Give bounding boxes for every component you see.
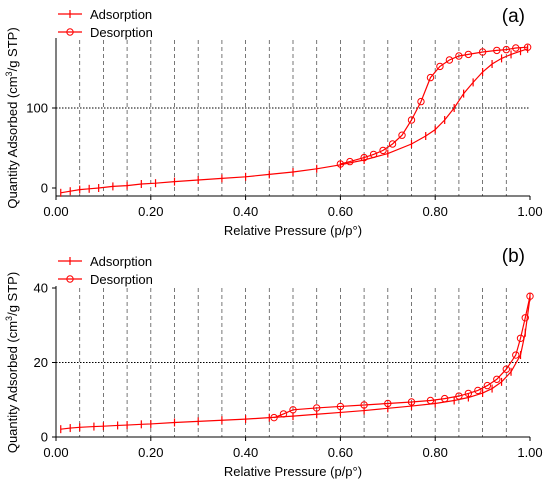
data-point <box>516 334 525 342</box>
data-point <box>379 146 387 155</box>
data-point <box>521 314 529 322</box>
data-point <box>464 50 473 59</box>
data-point <box>526 292 534 300</box>
legend-entry: Adsorption <box>58 254 152 269</box>
x-axis-label: Relative Pressure (p/p°) <box>224 464 362 479</box>
data-point <box>512 351 520 359</box>
series-line <box>60 48 528 194</box>
data-point <box>440 394 449 403</box>
data-point <box>270 413 278 422</box>
data-point <box>483 381 492 390</box>
x-tick-label: 0.20 <box>138 445 163 460</box>
legend-entry: Adsorption <box>58 7 152 22</box>
y-axis-label-superscript: 3 <box>4 316 14 321</box>
data-point <box>407 116 416 124</box>
data-point <box>474 386 482 395</box>
x-axis-label: Relative Pressure (p/p°) <box>224 223 362 238</box>
x-tick-label: 0.60 <box>328 204 353 219</box>
data-point <box>478 48 487 56</box>
data-point <box>493 375 501 383</box>
data-point <box>464 389 473 398</box>
y-axis-label-part: /g STP) <box>5 272 20 316</box>
data-point <box>417 97 425 106</box>
x-tick-label: 1.00 <box>517 204 542 219</box>
series-adsorption <box>60 293 531 434</box>
data-point <box>336 160 345 168</box>
series-line <box>273 296 531 419</box>
data-point <box>523 43 532 51</box>
data-point <box>426 73 435 82</box>
data-point <box>512 44 520 52</box>
data-point <box>502 365 510 373</box>
data-point <box>289 406 297 414</box>
legend-entry: Desorption <box>58 25 153 40</box>
data-point <box>279 410 288 418</box>
x-tick-label: 0.40 <box>233 445 258 460</box>
data-point <box>426 396 435 405</box>
panel-a: 0.00 0.20 0.40 0.60 0.80 1.00 0 100 Relative Pre… <box>4 6 543 238</box>
legend-marker <box>66 275 74 283</box>
y-axis-label-superscript: 3 <box>4 71 14 76</box>
data-point <box>384 399 392 408</box>
data-point <box>346 157 354 166</box>
data-point <box>445 56 454 64</box>
series-adsorption <box>60 44 529 197</box>
y-tick-label: 0 <box>41 430 48 445</box>
legend-label: Desorption <box>90 272 153 287</box>
data-point <box>313 404 321 412</box>
y-axis-label-part: Quantity Adsorbed (cm <box>5 76 20 208</box>
legend-label: Adsorption <box>90 7 152 22</box>
x-tick-label: 0.60 <box>328 445 353 460</box>
x-tick-label: 0.40 <box>233 204 258 219</box>
data-point <box>436 62 444 71</box>
y-axis-label-part: /g STP) <box>5 27 20 71</box>
y-tick-label: 0 <box>41 181 48 196</box>
y-tick-label: 40 <box>34 281 48 296</box>
panel-label: (a) <box>502 6 525 27</box>
data-point <box>455 392 463 400</box>
series-line <box>60 297 531 430</box>
data-point <box>493 46 501 55</box>
y-tick-label: 20 <box>34 355 48 370</box>
data-point <box>360 153 368 162</box>
series-desorption <box>270 292 534 422</box>
legend-label: Desorption <box>90 25 153 40</box>
x-tick-label: 0.20 <box>138 204 163 219</box>
data-point <box>388 140 397 148</box>
data-point <box>502 45 510 54</box>
x-tick-label: 0.00 <box>43 445 68 460</box>
legend-marker <box>66 28 74 36</box>
legend-entry: Desorption <box>58 272 153 287</box>
data-point <box>398 131 406 139</box>
series-desorption <box>336 43 532 168</box>
x-tick-label: 0.00 <box>43 204 68 219</box>
data-point <box>336 402 345 411</box>
x-tick-label: 0.80 <box>423 204 448 219</box>
series-line <box>340 46 528 165</box>
data-point <box>360 401 368 409</box>
panel-label: (b) <box>502 246 525 267</box>
y-tick-label: 100 <box>26 101 48 116</box>
data-point <box>407 398 416 406</box>
y-axis-label-part: Quantity Adsorbed (cm <box>5 321 20 453</box>
y-axis-label: Quantity Adsorbed (cm3/g STP) <box>4 272 20 453</box>
data-point <box>455 52 463 60</box>
panel-b: 0.00 0.20 0.40 0.60 0.80 1.00 0 20 40 Relative Pr… <box>4 246 543 479</box>
x-tick-label: 0.80 <box>423 445 448 460</box>
legend-label: Adsorption <box>90 254 152 269</box>
data-point <box>369 150 378 159</box>
x-tick-label: 1.00 <box>517 445 542 460</box>
y-axis-label: Quantity Adsorbed (cm3/g STP) <box>4 27 20 208</box>
